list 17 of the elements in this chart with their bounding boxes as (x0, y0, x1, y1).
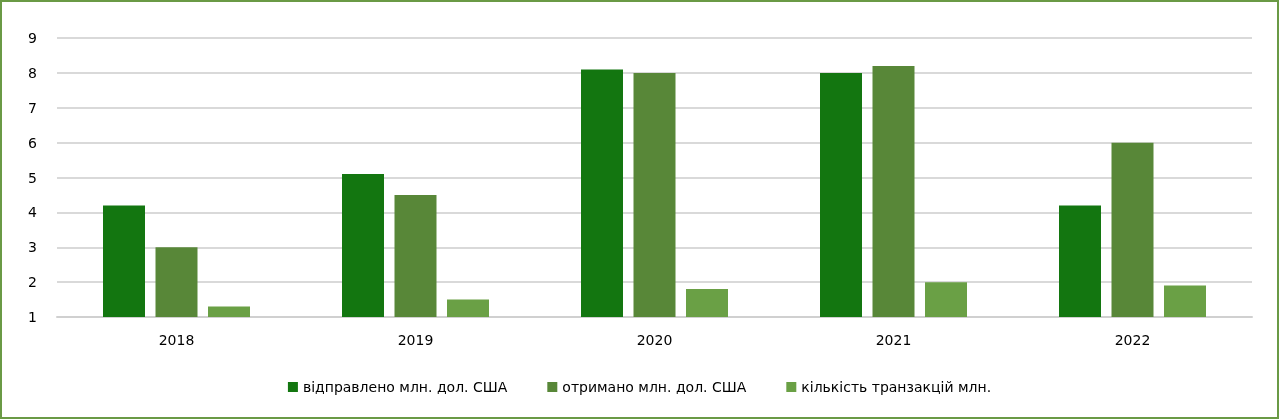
y-tick-label: 1 (28, 309, 37, 325)
x-tick-label: 2021 (875, 332, 912, 348)
y-tick-label: 4 (28, 204, 38, 221)
y-tick-label: 3 (28, 239, 37, 256)
x-tick-label: 2020 (636, 332, 673, 348)
legend-label: кількість транзакцій млн. (801, 379, 992, 395)
x-tick-label: 2019 (397, 332, 434, 348)
legend-label: отримано млн. дол. США (562, 379, 747, 395)
y-tick-label: 9 (28, 30, 37, 46)
x-tick-label: 2022 (1114, 332, 1151, 348)
x-tick-label: 2018 (158, 332, 195, 348)
y-tick-label: 8 (28, 64, 37, 81)
y-tick-label: 7 (28, 99, 37, 116)
legend-label: відправлено млн. дол. США (302, 379, 508, 395)
y-tick-label: 5 (28, 169, 37, 186)
y-tick-label: 2 (28, 274, 37, 291)
y-tick-label: 6 (28, 134, 38, 151)
